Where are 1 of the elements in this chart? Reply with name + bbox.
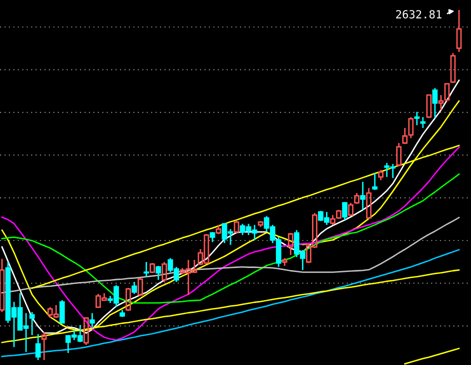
annotation: 2632.81	[396, 10, 442, 19]
